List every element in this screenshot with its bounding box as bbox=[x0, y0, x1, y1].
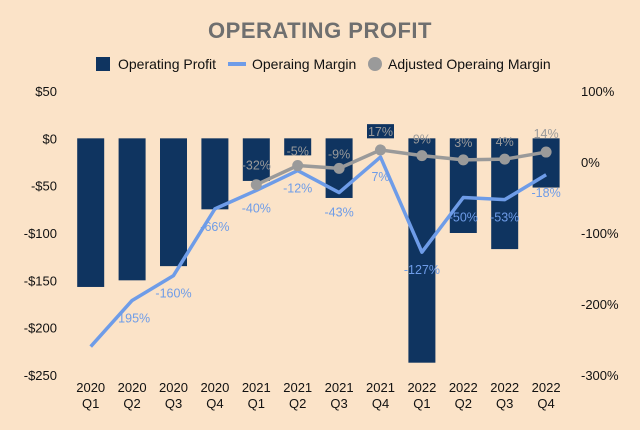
x-tick-quarter: Q2 bbox=[123, 396, 140, 411]
x-tick-year: 2022 bbox=[407, 380, 436, 395]
line-series-operating-margin: -195% -160% -66% -40% -12% -43% 7% -127% -50% -53… bbox=[89, 155, 561, 348]
x-tick-year: 2021 bbox=[283, 380, 312, 395]
bar-operating-profit bbox=[77, 138, 105, 287]
left-tick-label: -$200 bbox=[24, 321, 57, 336]
left-tick-label: -$250 bbox=[24, 368, 57, 383]
x-tick-year: 2022 bbox=[532, 380, 561, 395]
line-series-adjusted-margin: -32% -5% -9% 17% 9% 3% 4% 14% bbox=[242, 125, 559, 191]
legend-swatch-adjusted-margin bbox=[368, 57, 382, 71]
x-tick-quarter: Q4 bbox=[372, 396, 389, 411]
data-label-adjusted-margin: 17% bbox=[368, 125, 393, 139]
x-tick-quarter: Q3 bbox=[330, 396, 347, 411]
data-label-operating-margin: -53% bbox=[490, 211, 519, 225]
point-adjusted-margin bbox=[375, 144, 386, 156]
data-label-adjusted-margin: 14% bbox=[534, 127, 559, 141]
right-axis: 100% 0% -100% -200% -300% bbox=[581, 84, 619, 383]
data-label-adjusted-margin: -32% bbox=[242, 159, 271, 173]
data-label-adjusted-margin: 4% bbox=[496, 135, 514, 149]
x-tick-quarter: Q4 bbox=[537, 396, 554, 411]
x-tick-quarter: Q2 bbox=[455, 396, 472, 411]
x-tick-year: 2022 bbox=[490, 380, 519, 395]
data-label-operating-margin: -66% bbox=[200, 220, 229, 234]
x-tick-quarter: Q3 bbox=[165, 396, 182, 411]
data-label-adjusted-margin: -5% bbox=[287, 145, 309, 159]
left-axis: $50 $0 -$50 -$100 -$150 -$200 -$250 bbox=[24, 84, 57, 383]
left-tick-label: $0 bbox=[43, 131, 57, 146]
legend: Operating Profit Operaing Margin Adjuste… bbox=[96, 56, 551, 72]
x-tick-year: 2021 bbox=[366, 380, 395, 395]
x-tick-year: 2021 bbox=[325, 380, 354, 395]
chart-title: OPERATING PROFIT bbox=[208, 18, 432, 43]
right-tick-label: -100% bbox=[581, 226, 619, 241]
data-label-operating-margin: -18% bbox=[532, 186, 561, 200]
bar-operating-profit bbox=[201, 138, 229, 210]
bar-operating-profit bbox=[284, 138, 312, 156]
data-label-adjusted-margin: 9% bbox=[413, 133, 431, 147]
left-tick-label: -$50 bbox=[31, 179, 57, 194]
point-adjusted-margin bbox=[540, 146, 552, 158]
left-tick-label: -$150 bbox=[24, 273, 57, 288]
legend-swatch-operating-profit bbox=[96, 57, 110, 71]
legend-label-adjusted-margin: Adjusted Operaing Margin bbox=[388, 56, 551, 72]
bar-operating-profit bbox=[160, 138, 187, 267]
x-tick-quarter: Q3 bbox=[496, 396, 513, 411]
x-axis: 2020Q12020Q22020Q32020Q42021Q12021Q22021… bbox=[76, 380, 560, 411]
point-adjusted-margin bbox=[499, 153, 511, 165]
data-label-adjusted-margin: 3% bbox=[454, 136, 472, 150]
x-tick-quarter: Q1 bbox=[248, 396, 265, 411]
right-tick-label: -200% bbox=[581, 297, 619, 312]
x-tick-quarter: Q1 bbox=[413, 396, 430, 411]
right-tick-label: 0% bbox=[581, 155, 600, 170]
line-operating-margin bbox=[89, 155, 548, 348]
bar-operating-profit bbox=[449, 138, 477, 233]
x-tick-year: 2020 bbox=[76, 380, 105, 395]
right-tick-label: 100% bbox=[581, 84, 615, 99]
data-label-operating-margin: -160% bbox=[155, 287, 191, 301]
data-label-operating-margin: 7% bbox=[371, 170, 389, 184]
point-adjusted-margin bbox=[292, 160, 304, 172]
left-tick-label: $50 bbox=[35, 84, 57, 99]
x-tick-year: 2021 bbox=[242, 380, 271, 395]
data-label-operating-margin: -43% bbox=[325, 206, 354, 220]
x-tick-quarter: Q1 bbox=[82, 396, 99, 411]
data-label-operating-margin: -40% bbox=[242, 201, 271, 215]
legend-label-operating-margin: Operaing Margin bbox=[252, 56, 356, 72]
data-label-operating-margin: -195% bbox=[114, 311, 150, 325]
point-adjusted-margin bbox=[457, 154, 469, 166]
left-tick-label: -$100 bbox=[24, 226, 57, 241]
point-adjusted-margin bbox=[416, 150, 428, 162]
bar-operating-profit bbox=[242, 138, 270, 181]
legend-label-operating-profit: Operating Profit bbox=[118, 56, 216, 72]
data-label-operating-margin: -12% bbox=[283, 182, 312, 196]
point-adjusted-margin bbox=[333, 162, 345, 174]
x-tick-quarter: Q4 bbox=[206, 396, 223, 411]
data-label-adjusted-margin: -9% bbox=[328, 147, 350, 161]
data-label-operating-margin: -127% bbox=[404, 263, 440, 277]
line-adjusted-margin bbox=[255, 148, 547, 187]
x-tick-quarter: Q2 bbox=[289, 396, 306, 411]
bar-operating-profit bbox=[118, 138, 146, 281]
data-label-operating-margin: -50% bbox=[449, 211, 478, 225]
x-tick-year: 2020 bbox=[159, 380, 188, 395]
x-tick-year: 2020 bbox=[118, 380, 147, 395]
bar-operating-profit bbox=[367, 124, 394, 139]
point-adjusted-margin bbox=[250, 179, 262, 191]
right-tick-label: -300% bbox=[581, 368, 619, 383]
x-tick-year: 2020 bbox=[200, 380, 229, 395]
x-tick-year: 2022 bbox=[449, 380, 478, 395]
